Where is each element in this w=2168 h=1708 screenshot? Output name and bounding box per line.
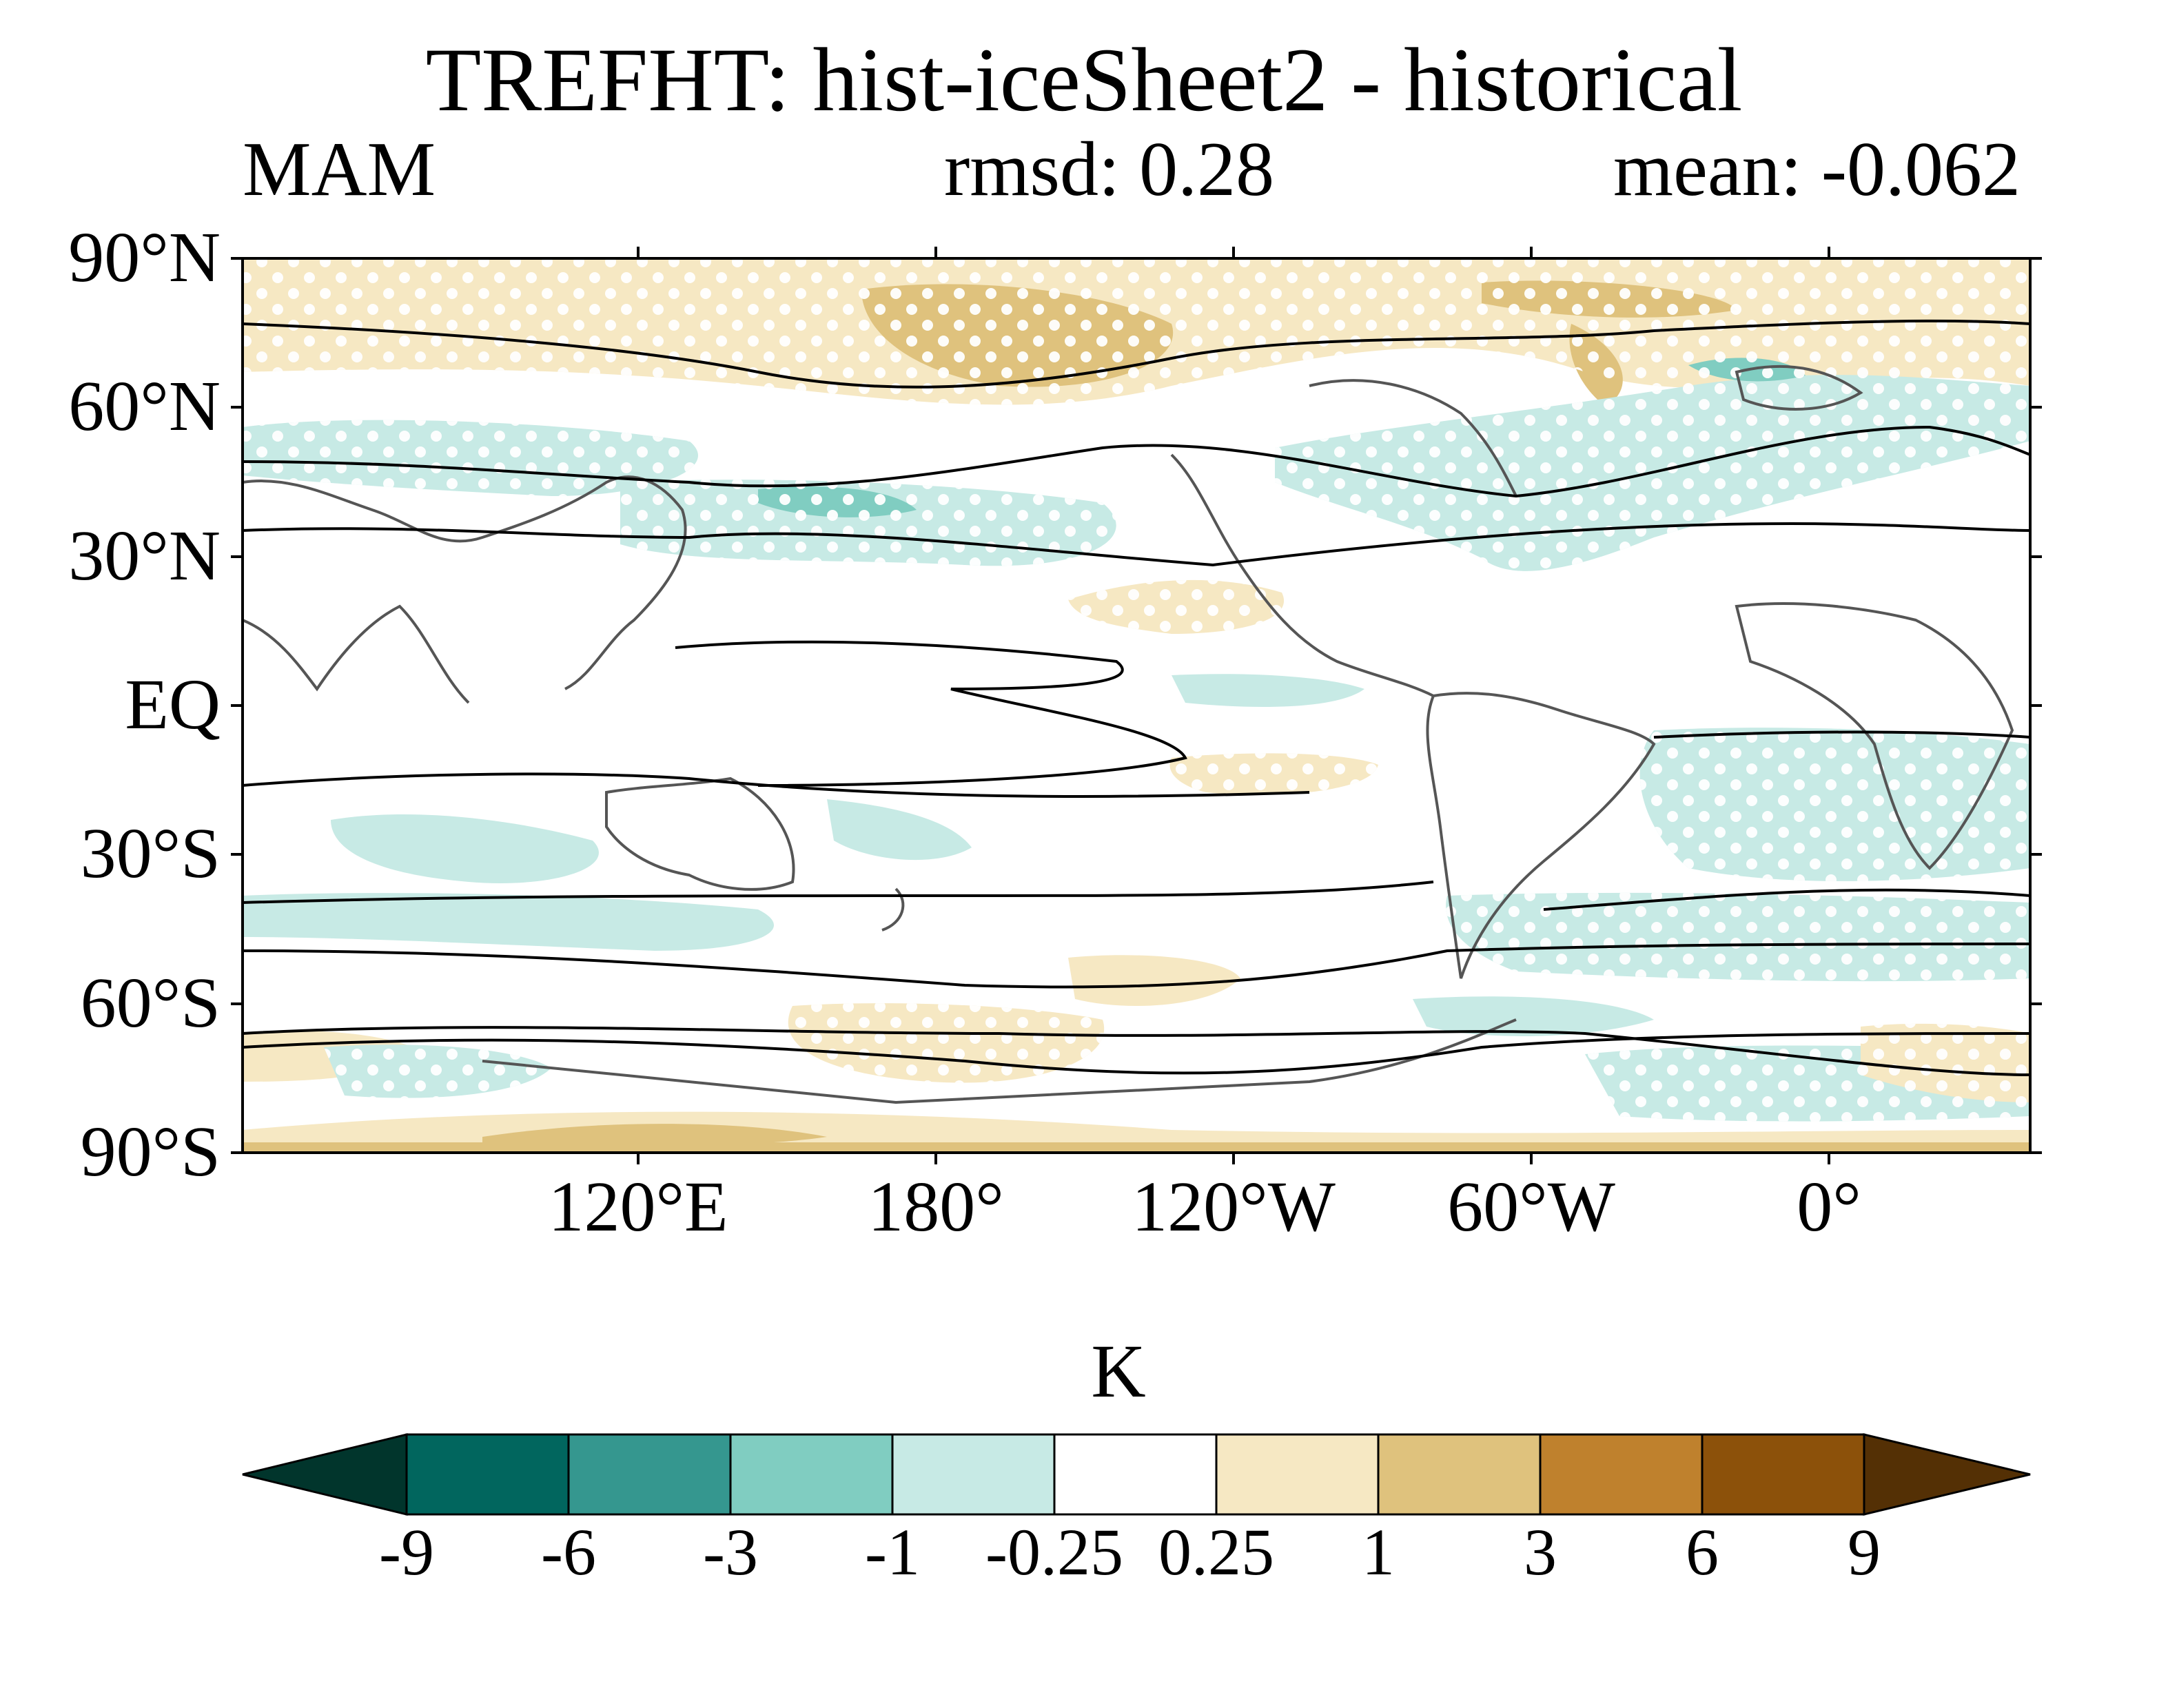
colorbar-label: 1 (1362, 1515, 1395, 1589)
colorbar-box-3 (729, 1433, 894, 1516)
colorbar-unit: K (1091, 1329, 1146, 1413)
lat-label-90s: 90°S (80, 1112, 221, 1191)
lat-label-60n: 60°N (68, 367, 221, 446)
colorbar-box-6 (1215, 1433, 1380, 1516)
colorbar-label: 6 (1686, 1515, 1719, 1589)
lon-label-180: 180° (868, 1167, 1004, 1246)
lat-label-90n: 90°N (68, 218, 221, 297)
lon-label-120w: 120°W (1132, 1167, 1336, 1246)
colorbar-label: 9 (1848, 1515, 1881, 1589)
lat-label-eq: EQ (125, 665, 221, 744)
climatology-contours (243, 319, 2030, 1076)
mean-label: mean: -0.062 (1613, 127, 2021, 212)
colorbar-label: -3 (703, 1515, 758, 1589)
colorbar-box-5 (1053, 1433, 1218, 1516)
colorbar-label: 0.25 (1158, 1515, 1274, 1589)
axis-ticks (231, 247, 2042, 1164)
colorbar-box-7 (1377, 1433, 1542, 1516)
colorbar-arrow-high (1863, 1433, 2031, 1516)
colorbar-label: -0.25 (985, 1515, 1123, 1589)
colorbar-label: -9 (379, 1515, 434, 1589)
colorbar-box-8 (1539, 1433, 1704, 1516)
colorbar-arrow-low (242, 1433, 408, 1516)
lon-label-0: 0° (1797, 1167, 1861, 1246)
lat-label-30n: 30°N (68, 516, 221, 595)
colorbar-label: 3 (1524, 1515, 1557, 1589)
colorbar-box-9 (1701, 1433, 1865, 1516)
plot-title: TREFHT: hist-iceSheet2 - historical (425, 29, 1743, 130)
season-label: MAM (243, 127, 436, 212)
lat-label-30s: 30°S (80, 814, 221, 893)
colorbar-box-4 (891, 1433, 1056, 1516)
colorbar-label: -1 (865, 1515, 920, 1589)
map-field (243, 258, 2030, 1153)
rmsd-label: rmsd: 0.28 (944, 127, 1275, 212)
colorbar-label: -6 (541, 1515, 596, 1589)
lat-label-60s: 60°S (80, 963, 221, 1042)
lon-label-120e: 120°E (548, 1167, 728, 1246)
lon-label-60w: 60°W (1447, 1167, 1615, 1246)
coastlines (243, 364, 2014, 1104)
colorbar (242, 1433, 2031, 1516)
colorbar-box-1 (405, 1433, 570, 1516)
colorbar-box-2 (567, 1433, 732, 1516)
